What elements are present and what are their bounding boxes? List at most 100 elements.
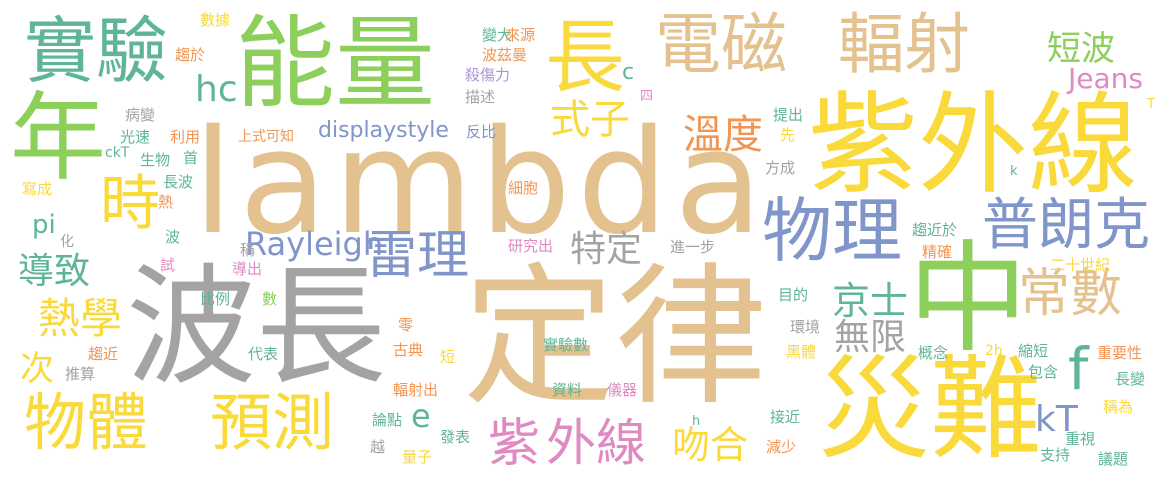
cloud-word: kT [1035,399,1078,440]
cloud-word: 長波 [163,173,194,191]
cloud-word: 波 [165,228,181,246]
cloud-word: 病變 [125,106,156,124]
cloud-word: Jeans [1068,62,1143,95]
cloud-word: 化 [60,234,74,250]
cloud-word: 定律 [463,249,767,426]
cloud-word: 目的 [778,286,809,304]
cloud-word: 導致 [18,251,91,292]
cloud-word: 次 [20,349,54,389]
cloud-word: 儀器 [607,381,638,399]
cloud-word: 古典 [393,341,424,359]
cloud-word: 數 [262,290,278,308]
cloud-word: 短 [440,348,456,366]
cloud-word: 四 [640,89,654,104]
cloud-word: e [411,397,431,435]
cloud-word: 光速 [120,128,151,146]
cloud-word: 輻射出 [393,381,439,399]
cloud-word: 發表 [440,428,471,446]
cloud-word: ckT [105,145,130,161]
cloud-word: 紫 [488,414,541,474]
cloud-word: 黑體 [786,343,817,361]
cloud-word: c [622,60,635,85]
cloud-word: 長變 [1115,370,1146,388]
cloud-word: 寫成 [22,180,53,198]
cloud-word: 重要性 [1097,344,1143,362]
cloud-word: 實驗數 [543,336,589,354]
cloud-word: 提出 [773,106,804,124]
cloud-word: 趨近 [88,345,119,363]
cloud-word: 減少 [766,438,797,456]
cloud-word: 溫度 [683,112,763,158]
cloud-word: 量子 [402,448,433,466]
cloud-word: 來源 [505,26,536,44]
cloud-word: 進一步 [670,238,716,256]
cloud-word: lambda [193,98,769,266]
cloud-word: 式子 [550,97,630,143]
cloud-word: 中 [908,230,1028,369]
cloud-word: 零 [398,316,414,334]
cloud-word: 常數 [1018,264,1123,324]
cloud-word: 雷理 [365,226,470,286]
cloud-word: 利用 [170,128,201,146]
cloud-word: displaystyle [318,118,449,143]
cloud-word: 二十世紀 [1050,256,1111,274]
cloud-word: 重視 [1065,430,1096,448]
cloud-word: 趨近於 [912,221,958,239]
cloud-word: 推算 [65,365,96,383]
cloud-word: h [692,414,701,429]
cloud-word: 精確 [922,243,953,261]
cloud-word: 方成 [765,159,796,177]
cloud-word: 變大 [482,26,513,44]
cloud-word: 接近 [770,408,801,426]
cloud-word: 物理 [762,190,902,272]
cloud-word: 年 [10,82,106,194]
cloud-word: 電磁 [655,6,787,83]
cloud-word: 熱學 [38,294,123,343]
cloud-word: 物體 [24,386,149,459]
cloud-word: f [1068,335,1089,403]
cloud-word: 上式可知 [238,129,294,145]
cloud-word: 災難 [818,345,1042,475]
cloud-word: 趨於 [175,46,206,64]
cloud-word: hc [195,69,238,110]
cloud-word: 京士 [832,279,909,323]
cloud-word: 包含 [1028,363,1059,381]
cloud-word: 紫外線 [808,81,1138,209]
cloud-word: 稱為 [1103,398,1134,416]
cloud-word: 預測 [210,386,335,459]
cloud-word: 生物 [140,151,171,169]
cloud-word: 縮短 [1018,342,1049,360]
cloud-word: 輻射 [838,6,970,83]
cloud-word: 先 [780,126,796,144]
cloud-word: 外線 [546,414,646,472]
cloud-word: 議題 [1098,450,1129,468]
cloud-word: 殺傷力 [465,66,511,84]
cloud-word: 研究出 [508,237,554,255]
cloud-word: 長 [545,11,625,104]
cloud-word: 越 [370,438,386,456]
cloud-word: 波長 [126,251,387,403]
cloud-word: 描述 [465,88,496,106]
cloud-word: 吻合 [672,423,749,467]
cloud-word: 稱 [240,241,256,259]
cloud-word: 時 [100,169,160,239]
cloud-word: 2h [985,343,1003,359]
cloud-word: 波茲曼 [482,46,528,64]
cloud-word: 實驗 [24,9,169,93]
cloud-word: 首 [183,149,199,167]
cloud-word: 細胞 [508,179,539,197]
cloud-word: 環境 [790,318,821,336]
cloud-word: 試 [160,256,176,274]
cloud-word: 資料 [552,381,583,399]
cloud-word: pi [32,210,56,240]
cloud-word: 比例 [200,290,231,308]
cloud-word: 無限 [834,317,907,358]
cloud-word: 反比 [466,123,497,141]
cloud-word: 導出 [232,260,263,278]
cloud-word: 代表 [248,345,279,363]
cloud-word: T [1147,97,1155,112]
cloud-word: 數據 [200,11,231,29]
cloud-word: 短波 [1047,29,1115,69]
cloud-word: k [1010,164,1018,179]
